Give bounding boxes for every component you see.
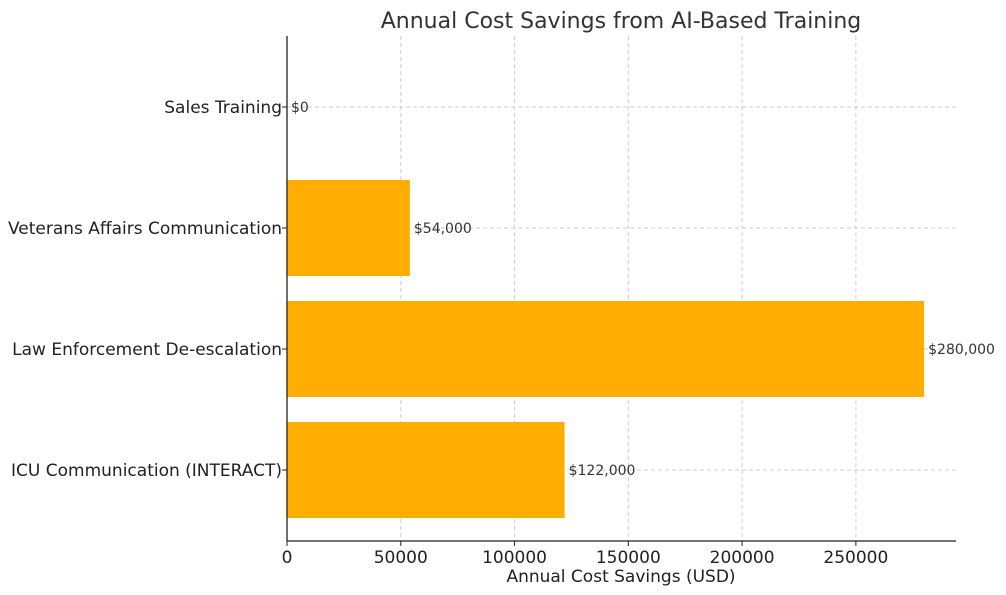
x-tick-label: 0 bbox=[282, 548, 293, 568]
y-tick-label: ICU Communication (INTERACT) bbox=[11, 461, 282, 481]
x-tick-label: 200000 bbox=[710, 548, 775, 568]
bar bbox=[287, 301, 925, 397]
x-tick-label: 250000 bbox=[823, 548, 888, 568]
x-axis-label: Annual Cost Savings (USD) bbox=[506, 567, 735, 587]
data-label: $0 bbox=[291, 100, 309, 116]
bar bbox=[287, 180, 410, 276]
chart-title: Annual Cost Savings from AI-Based Traini… bbox=[381, 9, 862, 34]
data-label: $54,000 bbox=[414, 221, 472, 237]
x-tick-label: 100000 bbox=[482, 548, 547, 568]
y-tick-label: Sales Training bbox=[164, 98, 282, 118]
ticks: 0 50000 100000 150000 200000 250000 Sales Trai… bbox=[8, 98, 888, 568]
bars: $0 $54,000 $280,000 $122,000 bbox=[287, 100, 995, 518]
x-tick-label: 50000 bbox=[374, 548, 428, 568]
y-tick-label: Law Enforcement De-escalation bbox=[12, 340, 282, 360]
data-label: $280,000 bbox=[928, 342, 995, 358]
y-tick-label: Veterans Affairs Communication bbox=[8, 219, 282, 239]
bar bbox=[287, 422, 565, 518]
axes bbox=[286, 36, 956, 542]
data-label: $122,000 bbox=[569, 463, 636, 479]
x-tick-label: 150000 bbox=[596, 548, 661, 568]
